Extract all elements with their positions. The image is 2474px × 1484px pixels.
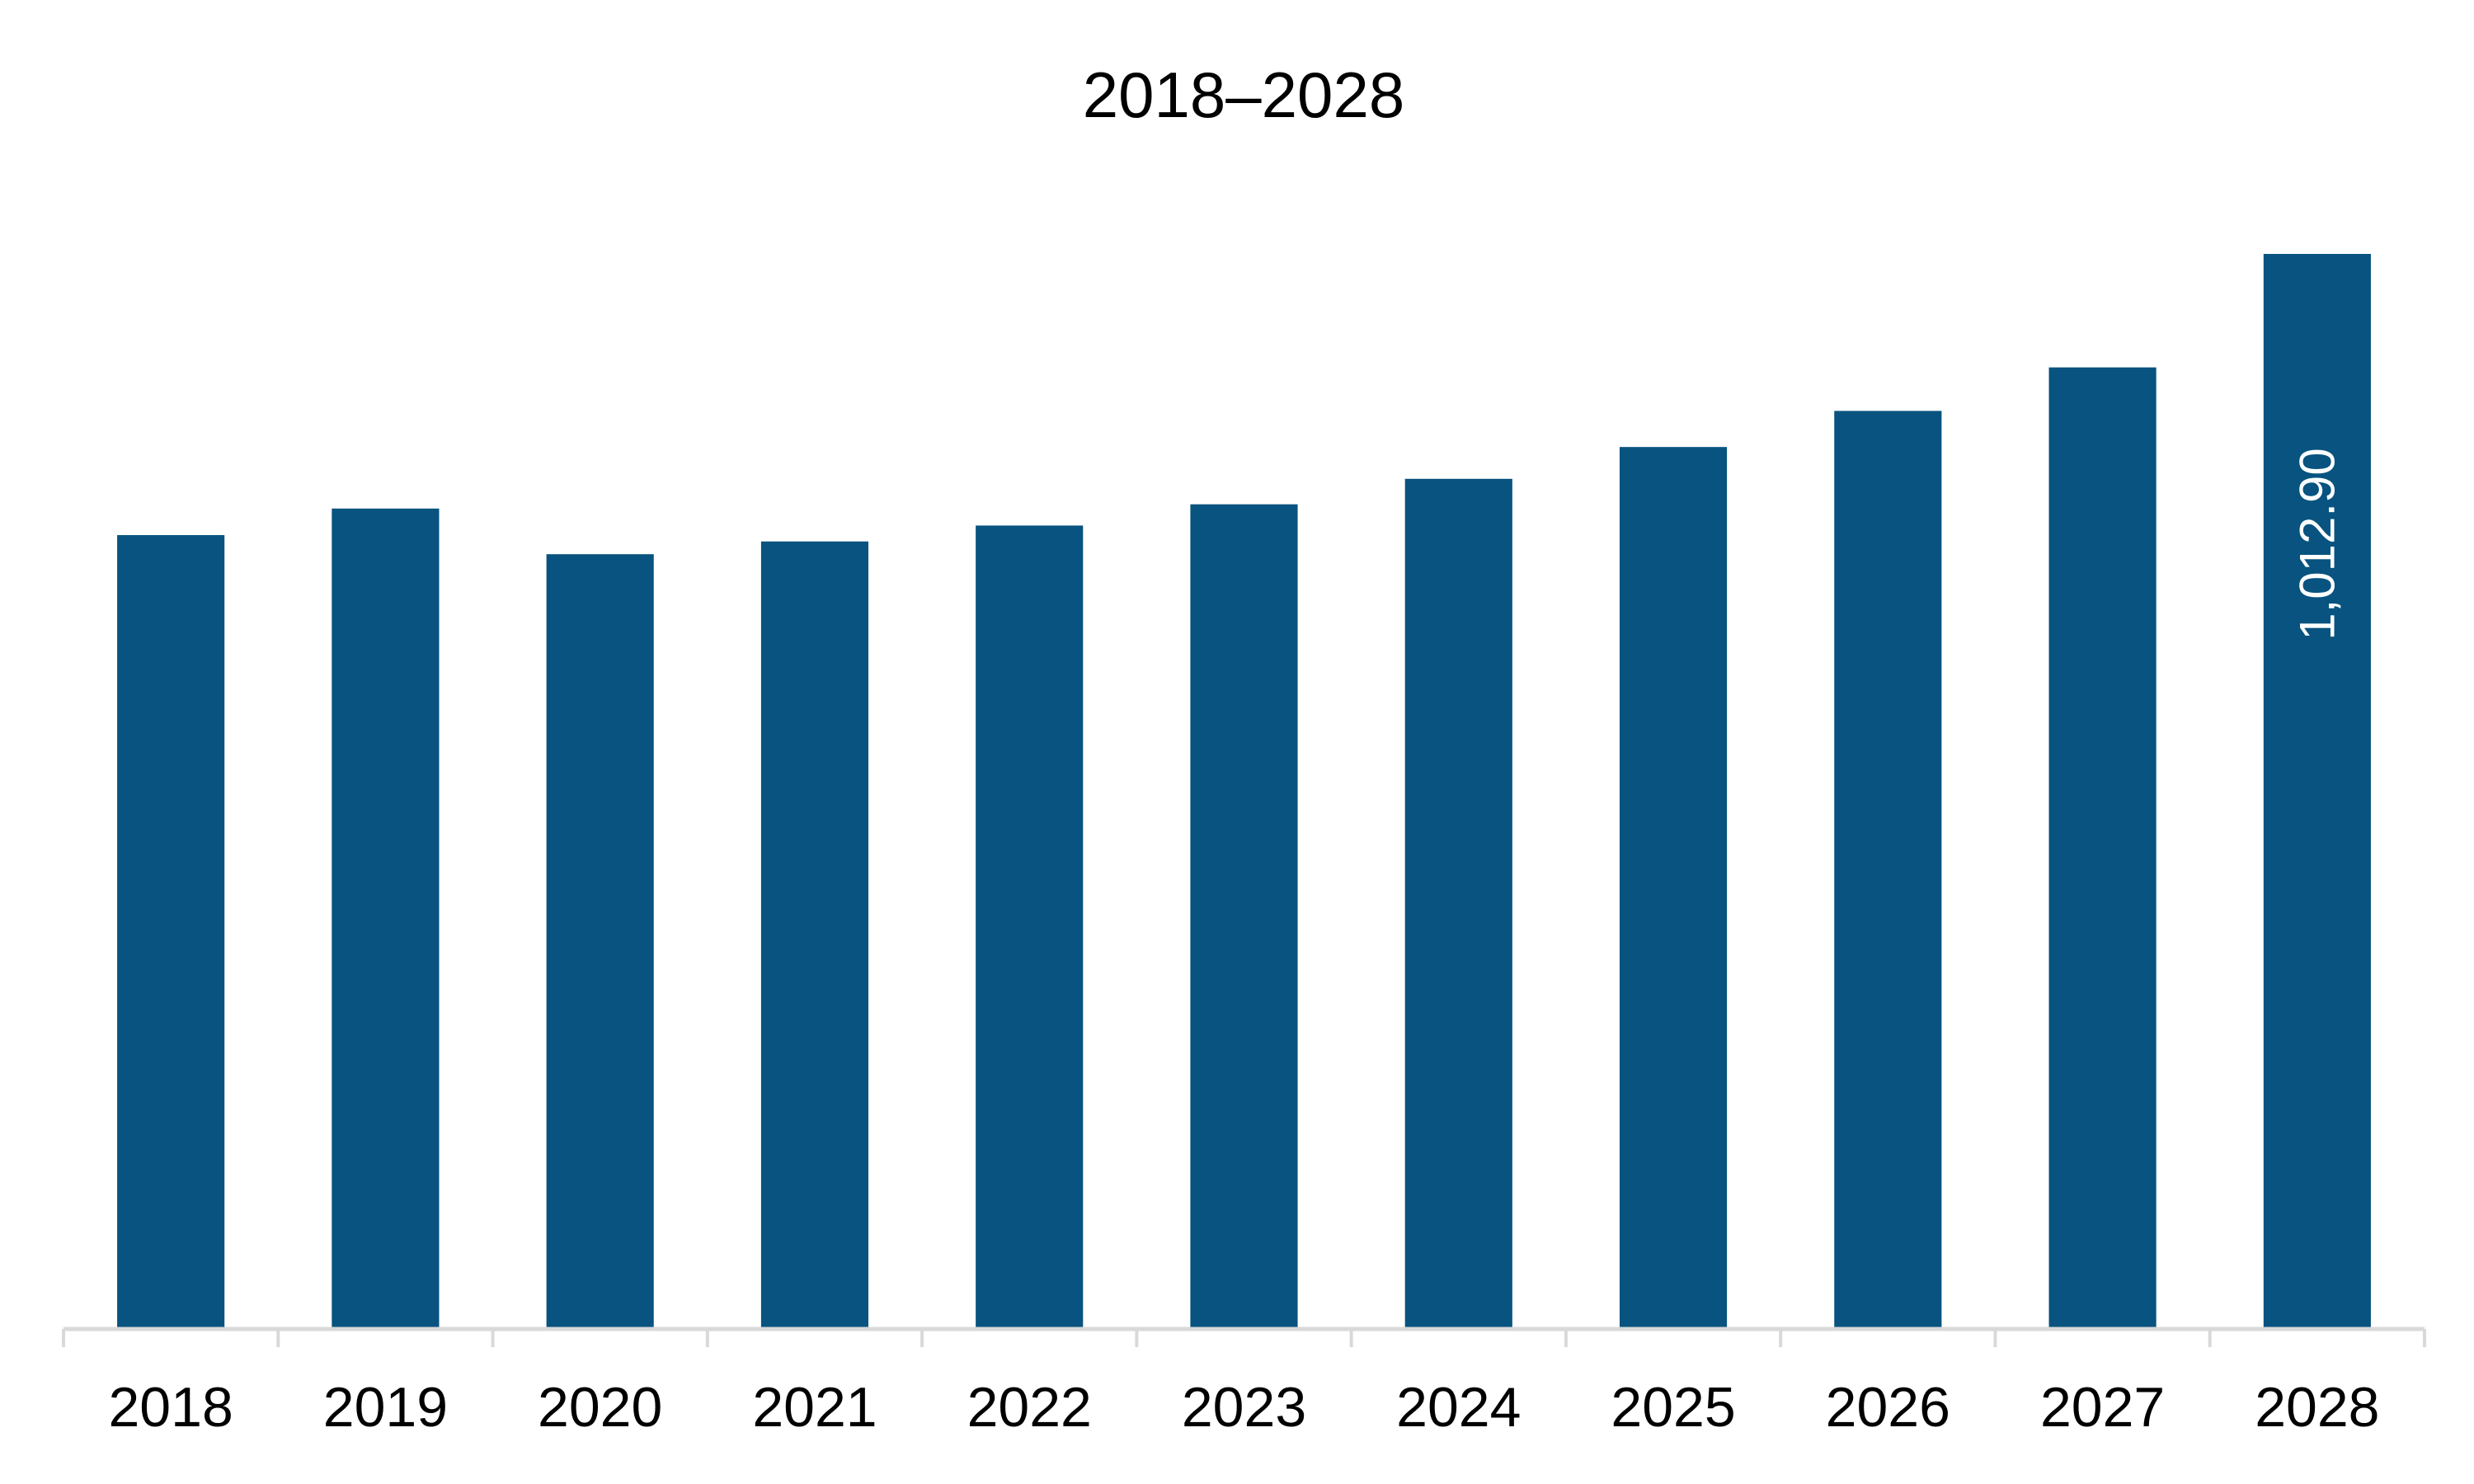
- bar-2025: [1619, 447, 1728, 1329]
- bar-2022: [976, 525, 1084, 1329]
- bar-2023: [1190, 504, 1298, 1329]
- bar-2019: [332, 508, 440, 1329]
- x-tick-label-2022: 2022: [967, 1376, 1092, 1439]
- bar-2018: [117, 535, 225, 1329]
- chart-title: 2018–2028: [1083, 59, 1404, 131]
- bar-2028: [2263, 254, 2371, 1329]
- data-label-2028: 1,012.90: [2289, 448, 2345, 641]
- x-tick-label-2027: 2027: [2040, 1376, 2165, 1439]
- x-tick-label-2020: 2020: [538, 1376, 662, 1439]
- bar-2020: [546, 554, 654, 1329]
- x-tick-label-2028: 2028: [2255, 1376, 2379, 1439]
- x-tick-labels: 2018 2019 2020 2021 2022 2023 2024 2025 2026 2027…: [108, 1376, 2379, 1439]
- bar-2024: [1404, 478, 1512, 1329]
- x-tick-label-2025: 2025: [1611, 1376, 1735, 1439]
- x-tick-label-2024: 2024: [1396, 1376, 1521, 1439]
- x-tick-label-2026: 2026: [1826, 1376, 1950, 1439]
- bars-group: [117, 254, 2371, 1329]
- bar-2026: [1834, 411, 1942, 1329]
- x-tick-label-2023: 2023: [1182, 1376, 1306, 1439]
- x-tick-label-2019: 2019: [323, 1376, 448, 1439]
- data-labels-group: 1,012.90: [2289, 448, 2345, 641]
- x-axis: [62, 1327, 2426, 1347]
- bar-2021: [760, 541, 869, 1329]
- bar-2027: [2048, 367, 2157, 1329]
- x-tick-label-2021: 2021: [752, 1376, 877, 1439]
- x-tick-label-2018: 2018: [108, 1376, 233, 1439]
